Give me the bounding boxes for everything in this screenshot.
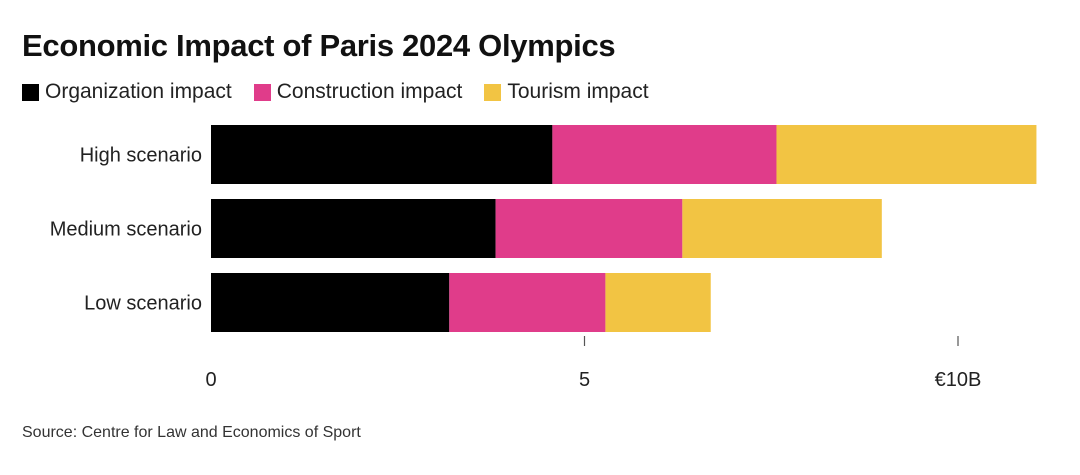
- category-label: Low scenario: [84, 293, 202, 315]
- legend-label-tourism: Tourism impact: [507, 80, 649, 103]
- legend-label-construction: Construction impact: [276, 80, 463, 103]
- bar-segment-organization: [211, 125, 553, 184]
- x-tick-label: 0: [205, 369, 216, 391]
- legend-swatch-organization: [22, 83, 39, 101]
- category-label: Medium scenario: [50, 219, 202, 241]
- bar-segment-tourism: [682, 199, 882, 258]
- bar-segment-tourism: [776, 125, 1037, 184]
- legend-item-tourism: Tourism impact: [484, 80, 649, 104]
- source-note: Source: Centre for Law and Economics of …: [22, 424, 361, 441]
- legend-label-organization: Organization impact: [45, 80, 232, 103]
- bar-segment-organization: [211, 273, 450, 332]
- chart-legend: Organization impact Construction impact …: [22, 80, 671, 104]
- bar-segment-tourism: [605, 273, 711, 332]
- chart-title: Economic Impact of Paris 2024 Olympics: [22, 28, 616, 63]
- x-tick-label: 5: [579, 369, 590, 391]
- legend-swatch-construction: [253, 83, 271, 101]
- legend-swatch-tourism: [484, 83, 502, 101]
- category-label: High scenario: [80, 145, 202, 167]
- legend-item-organization: Organization impact: [22, 80, 232, 104]
- legend-item-construction: Construction impact: [253, 80, 463, 104]
- bar-segment-construction: [449, 273, 606, 332]
- bar-segment-organization: [211, 199, 496, 258]
- bar-segment-construction: [495, 199, 683, 258]
- bar-segment-construction: [552, 125, 777, 184]
- x-tick-label: €10B: [935, 369, 982, 391]
